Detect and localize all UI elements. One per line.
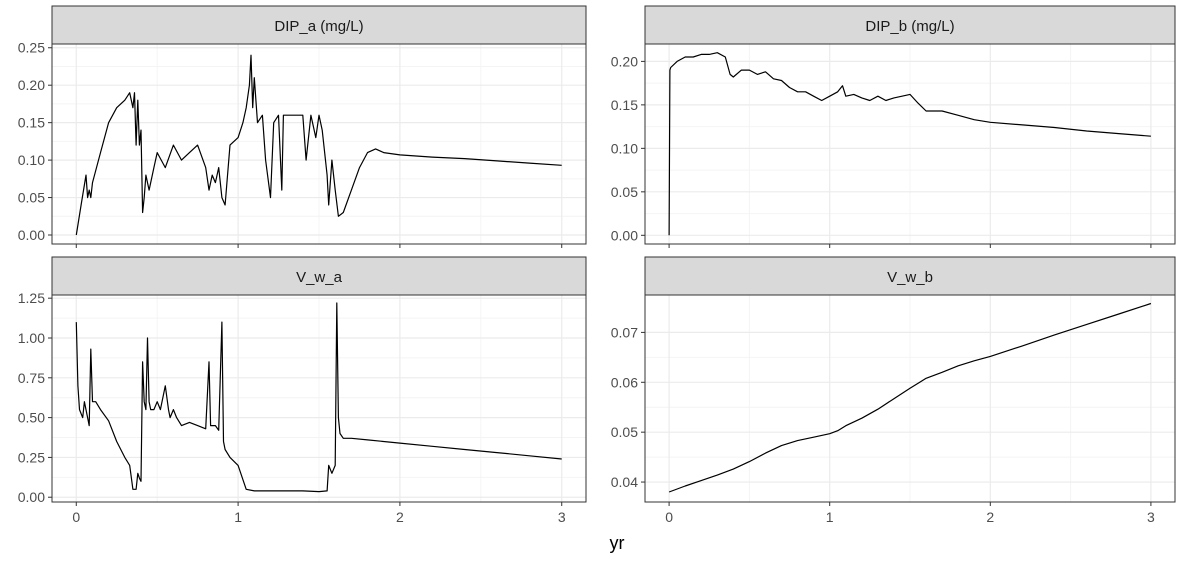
x-axis-title: yr (610, 533, 625, 553)
y-tick-label: 0.07 (611, 324, 638, 340)
series-line (668, 302, 1152, 493)
y-tick-label: 1.00 (18, 330, 45, 346)
panel-2: 0.00 0.05 0.10 0.15 0.20 DIP_b (mg/L) (611, 5, 1176, 248)
series-line (668, 52, 1151, 236)
y-tick-label: 0.00 (18, 227, 45, 243)
series-line (75, 54, 562, 236)
facet-strip (51, 256, 587, 296)
y-tick-label: 0.15 (18, 115, 45, 131)
x-tick-label: 2 (986, 509, 994, 525)
y-tick-label: 1.25 (18, 290, 45, 306)
y-tick-label: 0.20 (611, 53, 638, 69)
facet-strip (644, 5, 1176, 45)
facet-strip-label: DIP_b (mg/L) (865, 18, 954, 35)
x-tick-label: 1 (234, 509, 242, 525)
y-tick-label: 0.00 (611, 227, 638, 243)
y-tick-label: 0.04 (611, 474, 638, 490)
facet-strip-label: V_w_b (887, 269, 933, 286)
x-tick-label: 3 (558, 509, 566, 525)
x-tick-label: 0 (72, 509, 80, 525)
facet-strip-label: DIP_a (mg/L) (274, 18, 363, 35)
y-tick-label: 0.25 (18, 449, 45, 465)
x-tick-label: 3 (1147, 509, 1155, 525)
facet-strip (644, 256, 1176, 296)
x-tick-label: 2 (396, 509, 404, 525)
y-tick-label: 0.05 (611, 424, 638, 440)
y-tick-label: 0.10 (18, 152, 45, 168)
panel-4: 0 1 2 3 0.04 0.05 0.06 0.07 V_w_b (611, 256, 1176, 525)
series-line (75, 302, 562, 493)
y-tick-label: 0.20 (18, 77, 45, 93)
y-tick-label: 0.00 (18, 489, 45, 505)
y-tick-label: 0.50 (18, 410, 45, 426)
y-tick-label: 0.25 (18, 40, 45, 56)
x-tick-label: 1 (826, 509, 834, 525)
facet-strip-label: V_w_a (296, 269, 343, 286)
panel-1: 0.00 0.05 0.10 0.15 0.20 0.25 DIP_a (mg/L) (18, 5, 587, 248)
y-tick-label: 0.05 (611, 184, 638, 200)
x-tick-label: 0 (665, 509, 673, 525)
y-tick-label: 0.75 (18, 370, 45, 386)
panel-3: 0 1 2 3 0.00 0.25 0.50 0.75 1.00 1.25 V_w_a (18, 256, 587, 525)
y-tick-label: 0.15 (611, 97, 638, 113)
y-tick-label: 0.06 (611, 374, 638, 390)
y-tick-label: 0.05 (18, 190, 45, 206)
y-tick-label: 0.10 (611, 140, 638, 156)
facet-strip (51, 5, 587, 45)
